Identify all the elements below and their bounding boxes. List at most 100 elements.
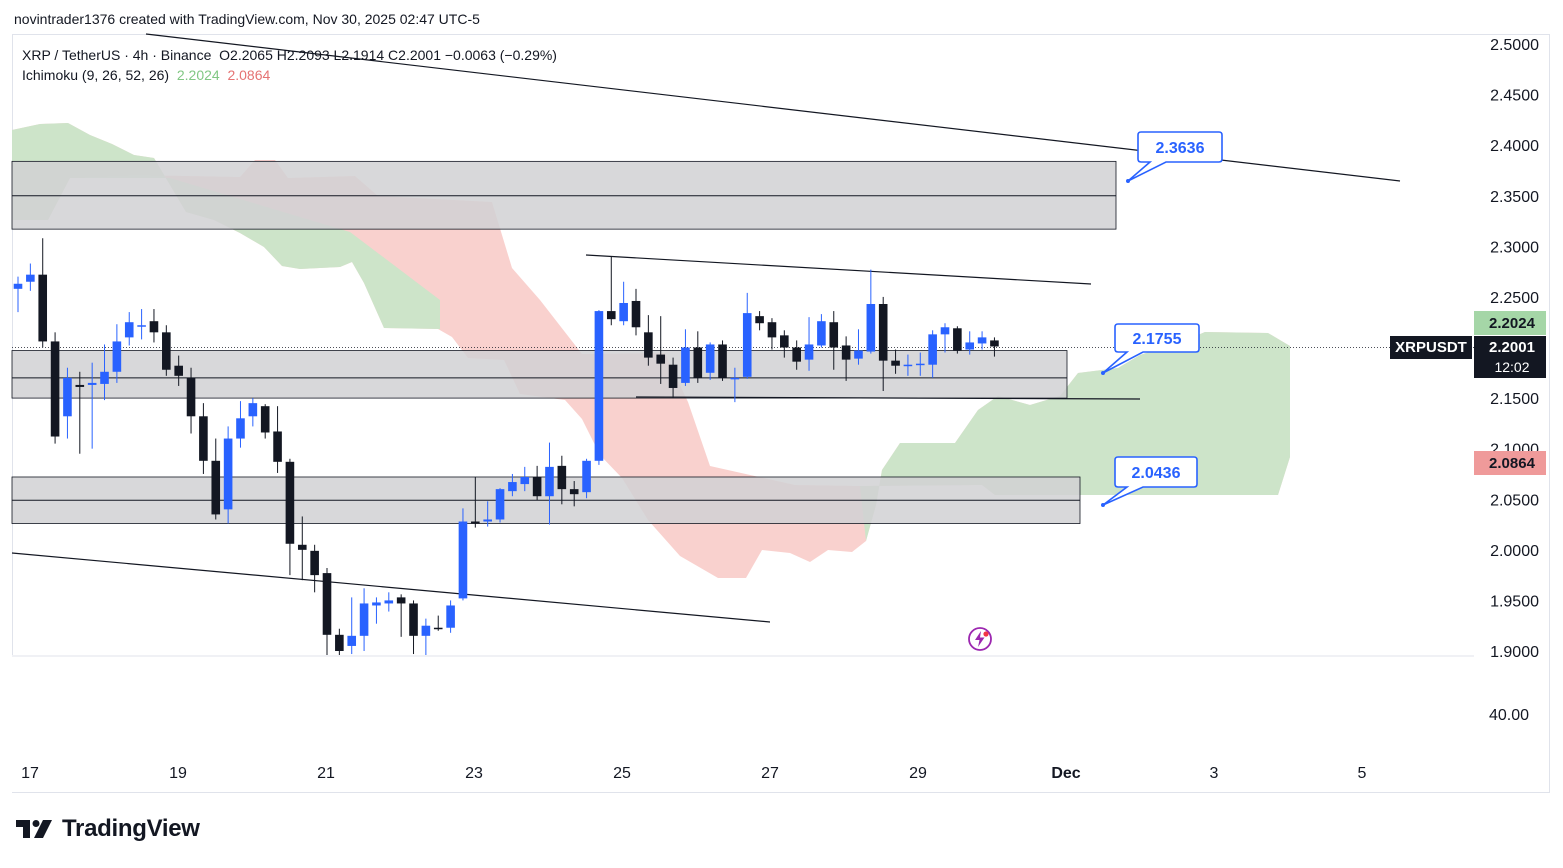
candle[interactable] (569, 481, 579, 507)
candle[interactable] (396, 594, 406, 637)
lightning-bolt-icon[interactable] (967, 626, 993, 652)
candle[interactable] (384, 592, 394, 612)
candle[interactable] (582, 458, 591, 499)
callout-anchor (1101, 503, 1105, 507)
candle[interactable] (792, 340, 801, 370)
candle[interactable] (236, 401, 245, 448)
candle[interactable] (755, 311, 764, 331)
candle[interactable] (644, 315, 653, 366)
consolidation-bottom-line[interactable] (635, 396, 1141, 400)
candle[interactable] (248, 398, 258, 427)
candle[interactable] (174, 355, 183, 386)
candle[interactable] (273, 406, 282, 473)
candle[interactable] (63, 367, 72, 439)
price-tick-label: 2.3500 (1490, 189, 1539, 206)
candle[interactable] (742, 292, 752, 379)
candle[interactable] (359, 588, 369, 651)
candle[interactable] (606, 256, 616, 326)
candle[interactable] (656, 316, 666, 384)
candle[interactable] (26, 263, 35, 291)
candle[interactable] (433, 615, 443, 631)
candle-body (112, 341, 122, 372)
candle[interactable] (409, 600, 418, 655)
candle[interactable] (75, 371, 85, 454)
candle[interactable] (903, 354, 913, 376)
candle[interactable] (829, 311, 839, 370)
candle[interactable] (668, 357, 678, 399)
candle[interactable] (112, 324, 122, 383)
candle[interactable] (718, 340, 727, 381)
candle[interactable] (915, 352, 925, 376)
candle[interactable] (693, 331, 703, 383)
candle[interactable] (841, 336, 851, 381)
candle[interactable] (804, 317, 814, 371)
candle[interactable] (520, 466, 530, 492)
candle[interactable] (13, 276, 23, 313)
candle[interactable] (532, 465, 542, 501)
candle[interactable] (87, 362, 97, 449)
price-callout-2[interactable]: 2.1755 (1101, 323, 1200, 375)
tradingview-logo[interactable]: TradingView (16, 815, 200, 843)
candle[interactable] (199, 403, 208, 474)
candle[interactable] (866, 269, 876, 354)
candle[interactable] (372, 597, 381, 624)
candle[interactable] (767, 318, 777, 350)
candle[interactable] (817, 314, 826, 348)
candle[interactable] (891, 349, 900, 374)
candle[interactable] (260, 404, 270, 439)
candle[interactable] (186, 367, 196, 434)
candle[interactable] (137, 309, 146, 340)
candle[interactable] (619, 281, 628, 326)
candle[interactable] (335, 628, 344, 655)
price-callout-1[interactable]: 2.3636 (1126, 131, 1223, 183)
callout-bubble (1102, 456, 1198, 506)
legend-indicator[interactable]: Ichimoku (9, 26, 52, 26) (22, 67, 170, 83)
upper-zone[interactable] (11, 160, 1117, 230)
candle[interactable] (928, 330, 937, 378)
candle[interactable] (977, 331, 987, 350)
candle[interactable] (100, 344, 109, 401)
candle[interactable] (310, 544, 319, 593)
candle[interactable] (223, 426, 233, 524)
candle[interactable] (965, 331, 975, 355)
candle[interactable] (780, 330, 789, 358)
candle[interactable] (421, 618, 431, 655)
candle[interactable] (631, 288, 641, 336)
candle[interactable] (211, 438, 221, 520)
candle[interactable] (953, 326, 962, 354)
candle[interactable] (446, 600, 455, 633)
price-tick-label: 2.4000 (1490, 138, 1539, 155)
candle[interactable] (557, 455, 567, 505)
candle[interactable] (990, 337, 999, 357)
candle[interactable] (297, 516, 307, 581)
candle[interactable] (50, 332, 60, 444)
candle[interactable] (347, 597, 357, 655)
candle[interactable] (38, 238, 48, 348)
candle[interactable] (730, 367, 740, 403)
candle[interactable] (124, 312, 134, 346)
consolidation-top-line[interactable] (585, 254, 1092, 285)
candle[interactable] (854, 329, 863, 365)
candle[interactable] (162, 325, 171, 376)
candle-body (891, 360, 900, 366)
candle[interactable] (681, 329, 690, 386)
candle[interactable] (705, 342, 715, 380)
candle[interactable] (471, 476, 480, 528)
legend-symbol[interactable]: XRP / TetherUS · 4h · Binance (22, 47, 212, 63)
candle[interactable] (940, 323, 950, 353)
candle[interactable] (322, 568, 332, 655)
price-tick-label: 2.4500 (1490, 88, 1539, 105)
candle[interactable] (495, 488, 505, 523)
candle[interactable] (545, 442, 554, 525)
candle[interactable] (483, 501, 492, 527)
candle[interactable] (878, 296, 888, 392)
candle[interactable] (149, 309, 159, 343)
candle-body (372, 602, 381, 606)
price-callout-3[interactable]: 2.0436 (1101, 456, 1198, 507)
candle[interactable] (285, 458, 295, 576)
candle[interactable] (458, 508, 468, 601)
candle[interactable] (508, 473, 517, 497)
lower-trendline[interactable] (11, 552, 771, 623)
candle[interactable] (594, 310, 604, 465)
